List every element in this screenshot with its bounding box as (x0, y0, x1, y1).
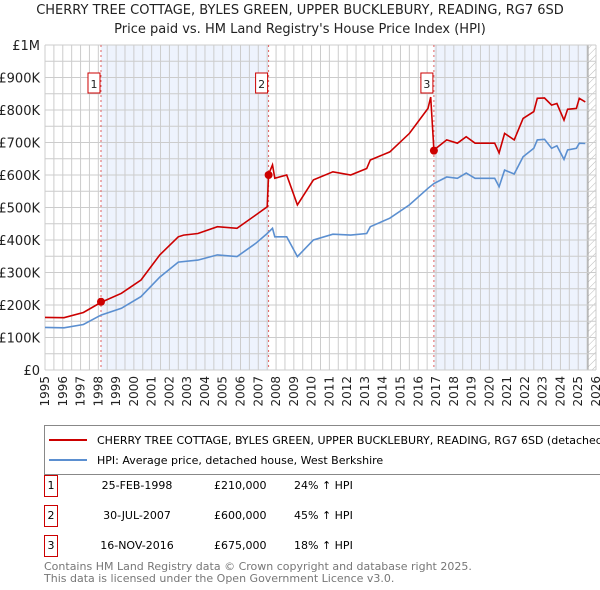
y-tick-label: £100K (0, 332, 40, 347)
x-tick-label: 2004 (198, 376, 212, 407)
sale-label: 3 (423, 78, 430, 91)
transaction-price: £675,000 (214, 539, 267, 552)
legend-label: CHERRY TREE COTTAGE, BYLES GREEN, UPPER … (97, 433, 600, 447)
legend-item-hpi: HPI: Average price, detached house, West… (49, 452, 383, 468)
sale-point (96, 297, 105, 306)
sale-label-box (255, 72, 269, 94)
x-tick-label: 2014 (376, 376, 390, 407)
x-tick-label: 2016 (411, 376, 425, 407)
sale-label-box (87, 72, 101, 94)
transaction-marker: 2 (44, 505, 58, 527)
x-tick-label: 2003 (180, 376, 194, 407)
x-tick-label: 2011 (322, 376, 336, 407)
x-tick-label: 2015 (393, 376, 407, 407)
x-tick-label: 2017 (429, 376, 443, 407)
chart-title: CHERRY TREE COTTAGE, BYLES GREEN, UPPER … (36, 3, 564, 18)
x-tick-label: 2019 (465, 376, 479, 407)
y-tick-label: £900K (0, 72, 40, 87)
x-tick-label: 2024 (553, 376, 567, 407)
x-tick-label: 2020 (482, 376, 496, 407)
transaction-price: £600,000 (214, 509, 267, 522)
x-tick-label: 2009 (287, 376, 301, 407)
x-tick-label: 2008 (269, 376, 283, 407)
x-tick-label: 2006 (234, 376, 248, 407)
chart-subtitle: Price paid vs. HM Land Registry's House … (114, 22, 486, 37)
transaction-date: 30-JUL-2007 (103, 509, 171, 522)
x-tick-label: 2001 (145, 376, 159, 407)
footer-licence: This data is licensed under the Open Gov… (44, 572, 395, 585)
x-tick-label: 2007 (251, 376, 265, 407)
chart-legend: CHERRY TREE COTTAGE, BYLES GREEN, UPPER … (44, 425, 600, 475)
hpi-line (44, 138, 586, 329)
sale-label: 1 (90, 78, 97, 91)
y-tick-label: £500K (0, 202, 40, 217)
footer-copyright: Contains HM Land Registry data © Crown c… (44, 560, 472, 573)
y-tick-label: £200K (0, 299, 40, 314)
transaction-marker: 1 (44, 475, 58, 497)
sale-label: 2 (258, 78, 265, 91)
y-tick-label: £600K (0, 169, 40, 184)
x-tick-label: 2000 (127, 376, 141, 407)
transaction-price: £210,000 (214, 479, 267, 492)
transaction-hpi-diff: 18% ↑ HPI (294, 539, 353, 552)
y-tick-label: £700K (0, 137, 40, 152)
x-tick-label: 1999 (109, 376, 123, 407)
transaction-hpi-diff: 24% ↑ HPI (294, 479, 353, 492)
legend-item-property: CHERRY TREE COTTAGE, BYLES GREEN, UPPER … (49, 432, 600, 448)
transaction-date: 25-FEB-1998 (101, 479, 173, 492)
transaction-date: 16-NOV-2016 (100, 539, 174, 552)
y-tick-label: £1M (12, 39, 40, 54)
x-tick-label: 2005 (216, 376, 230, 407)
transaction-marker: 3 (44, 535, 58, 557)
x-tick-label: 2025 (571, 376, 585, 407)
x-tick-label: 2023 (536, 376, 550, 407)
x-tick-label: 2010 (305, 376, 319, 407)
transaction-hpi-diff: 45% ↑ HPI (294, 509, 353, 522)
legend-label: HPI: Average price, detached house, West… (97, 453, 384, 467)
price-chart: £0 £100K £200K £300K £400K £500K £600K £700K £80… (0, 39, 600, 407)
x-tick-label: 2022 (518, 376, 532, 407)
property-price-line (44, 96, 586, 319)
x-tick-label: 2012 (340, 376, 354, 407)
sale-point (429, 146, 438, 155)
legend-swatch-red (49, 439, 87, 441)
x-tick-label: 1995 (38, 376, 52, 407)
sale-label-box (420, 72, 434, 94)
y-tick-label: £800K (0, 104, 40, 119)
legend-swatch-blue (49, 459, 87, 461)
x-tick-label: 2013 (358, 376, 372, 407)
x-tick-label: 2018 (447, 376, 461, 407)
y-tick-label: £300K (0, 267, 40, 282)
y-tick-label: £0 (23, 364, 40, 379)
x-tick-label: 2026 (589, 376, 600, 407)
sale-point (264, 171, 273, 179)
x-tick-label: 1996 (56, 376, 70, 407)
y-tick-label: £400K (0, 234, 40, 249)
x-tick-label: 2002 (162, 376, 176, 407)
x-tick-label: 2021 (500, 376, 514, 407)
x-tick-label: 1998 (91, 376, 105, 407)
x-tick-label: 1997 (74, 376, 88, 407)
